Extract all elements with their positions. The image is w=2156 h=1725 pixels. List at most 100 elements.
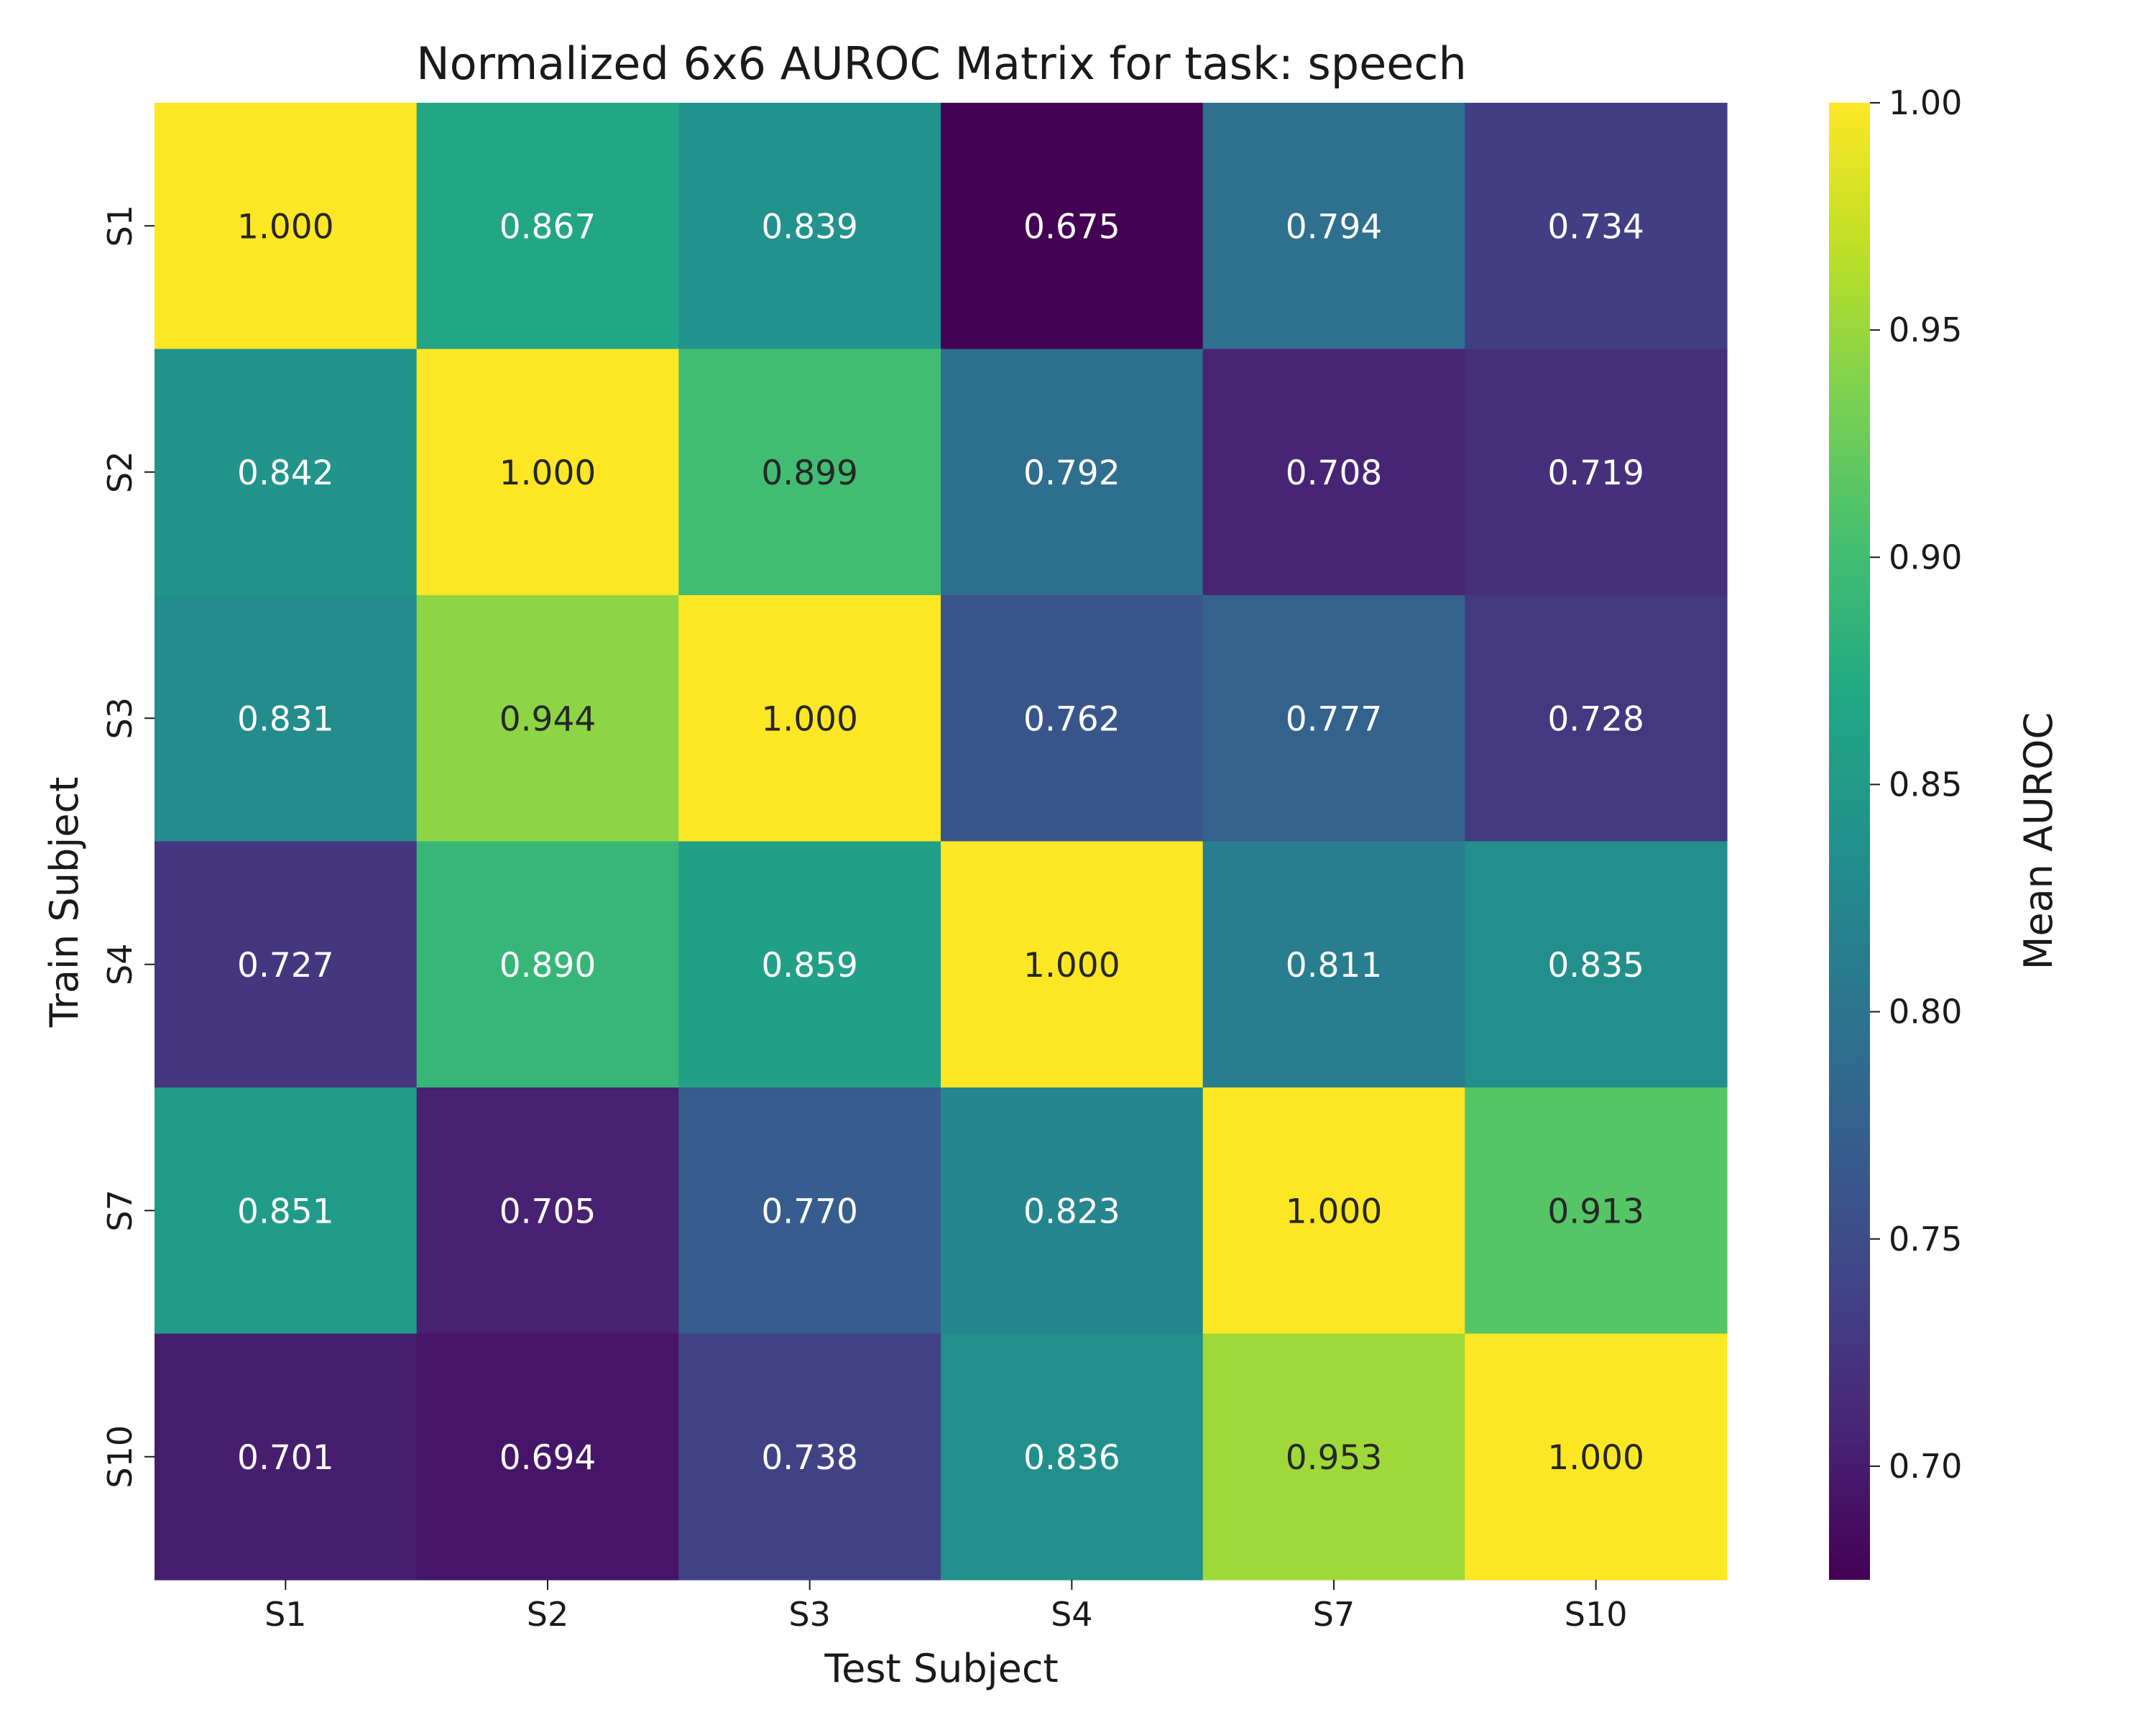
cell-value-label: 1.000 <box>1286 1192 1383 1231</box>
x-tick-label: S4 <box>1051 1595 1092 1634</box>
heatmap-cell-S7-S7 <box>1202 1087 1465 1335</box>
heatmap-cell-S7-S10 <box>1465 1087 1728 1335</box>
colorbar-tick-label: 0.90 <box>1889 538 1962 576</box>
cell-value-label: 0.859 <box>761 946 858 985</box>
cell-value-label: 0.823 <box>1023 1192 1120 1231</box>
cell-value-label: 0.734 <box>1547 207 1644 247</box>
cell-value-label: 0.953 <box>1286 1438 1383 1478</box>
y-tick-label: S2 <box>101 451 139 493</box>
heatmap-cell-S10-S4 <box>941 1333 1204 1581</box>
x-tick-label: S10 <box>1565 1595 1628 1634</box>
y-tick-label: S3 <box>101 697 139 739</box>
x-tick-label: S3 <box>788 1595 830 1634</box>
heatmap-cell-S3-S4 <box>941 595 1204 842</box>
cell-value-label: 0.835 <box>1547 946 1644 985</box>
colorbar-tick-label: 0.80 <box>1889 993 1962 1031</box>
cell-value-label: 0.867 <box>499 207 596 247</box>
heatmap-cell-S7-S1 <box>155 1087 418 1335</box>
y-axis-title: Train Subject <box>42 777 87 1029</box>
colorbar-tick-label: 1.00 <box>1889 83 1962 122</box>
heatmap-cell-S4-S7 <box>1202 841 1465 1088</box>
heatmap-cell-S2-S3 <box>678 349 941 596</box>
cell-value-label: 0.842 <box>237 454 334 493</box>
heatmap-cell-S1-S1 <box>155 103 418 350</box>
cell-value-label: 0.944 <box>499 699 596 739</box>
cell-value-label: 0.738 <box>761 1438 858 1478</box>
cell-value-label: 0.794 <box>1286 207 1383 247</box>
y-tick-label: S1 <box>101 205 139 247</box>
heatmap-cells <box>155 103 1728 1581</box>
cell-value-label: 0.913 <box>1547 1192 1644 1231</box>
cell-value-label: 0.719 <box>1547 454 1644 493</box>
x-tick-label: S2 <box>527 1595 568 1634</box>
heatmap-cell-S2-S7 <box>1202 349 1465 596</box>
heatmap-cell-S1-S7 <box>1202 103 1465 350</box>
cell-value-label: 0.770 <box>761 1192 858 1231</box>
cell-value-label: 0.899 <box>761 454 858 493</box>
heatmap-cell-S10-S10 <box>1465 1333 1728 1581</box>
heatmap-cell-S10-S7 <box>1202 1333 1465 1581</box>
heatmap-cell-S4-S10 <box>1465 841 1728 1088</box>
x-axis: S1 S2 S3 S4 S7 S10 <box>264 1580 1628 1634</box>
heatmap-cell-S4-S3 <box>678 841 941 1088</box>
heatmap-cell-S1-S2 <box>416 103 679 350</box>
cell-value-label: 0.890 <box>499 946 596 985</box>
heatmap-cell-S3-S2 <box>416 595 679 842</box>
cell-value-label: 0.727 <box>237 946 334 985</box>
heatmap-cell-S1-S10 <box>1465 103 1728 350</box>
x-tick-label: S7 <box>1313 1595 1355 1634</box>
y-tick-label: S4 <box>101 944 139 985</box>
heatmap-cell-S2-S2 <box>416 349 679 596</box>
colorbar-tick-label: 0.85 <box>1889 765 1962 804</box>
cell-value-label: 0.831 <box>237 699 334 739</box>
cell-value-label: 0.839 <box>761 207 858 247</box>
heatmap-cell-S2-S4 <box>941 349 1204 596</box>
cell-value-label: 0.701 <box>237 1438 334 1478</box>
colorbar-tick-label: 0.95 <box>1889 310 1962 349</box>
cell-value-label: 1.000 <box>237 207 334 247</box>
heatmap-cell-S3-S1 <box>155 595 418 842</box>
cell-value-label: 0.762 <box>1023 699 1120 739</box>
heatmap-value-labels: 1.000 0.867 0.839 0.675 0.794 0.734 0.842 1.000… <box>237 207 1644 1478</box>
cell-value-label: 1.000 <box>499 454 596 493</box>
cell-value-label: 0.708 <box>1286 454 1383 493</box>
cell-value-label: 0.675 <box>1023 207 1120 247</box>
y-tick-label: S10 <box>101 1425 139 1489</box>
colorbar-label: Mean AUROC <box>2016 712 2061 970</box>
heatmap-cell-S7-S3 <box>678 1087 941 1335</box>
x-axis-title: Test Subject <box>824 1646 1058 1691</box>
y-tick-label: S7 <box>101 1190 139 1231</box>
chart-title: Normalized 6x6 AUROC Matrix for task: sp… <box>416 37 1467 90</box>
heatmap-cell-S2-S10 <box>1465 349 1728 596</box>
heatmap-cell-S10-S1 <box>155 1333 418 1581</box>
colorbar-tick-label: 0.70 <box>1889 1447 1962 1486</box>
y-axis: S1 S2 S3 S4 S7 S10 <box>101 205 155 1489</box>
heatmap-cell-S4-S2 <box>416 841 679 1088</box>
cell-value-label: 1.000 <box>1023 946 1120 985</box>
x-tick-label: S1 <box>264 1595 306 1634</box>
heatmap-cell-S3-S10 <box>1465 595 1728 842</box>
heatmap-cell-S7-S4 <box>941 1087 1204 1335</box>
heatmap-cell-S7-S2 <box>416 1087 679 1335</box>
heatmap-cell-S10-S3 <box>678 1333 941 1581</box>
cell-value-label: 0.694 <box>499 1438 596 1478</box>
colorbar <box>1829 103 1870 1580</box>
cell-value-label: 1.000 <box>761 699 858 739</box>
heatmap-cell-S10-S2 <box>416 1333 679 1581</box>
cell-value-label: 0.836 <box>1023 1438 1120 1478</box>
colorbar-axis: 0.70 0.75 0.80 0.85 0.90 0.95 1.00 <box>1870 83 1962 1486</box>
heatmap-cell-S2-S1 <box>155 349 418 596</box>
heatmap-cell-S3-S7 <box>1202 595 1465 842</box>
cell-value-label: 0.728 <box>1547 699 1644 739</box>
cell-value-label: 0.705 <box>499 1192 596 1231</box>
heatmap-cell-S1-S3 <box>678 103 941 350</box>
heatmap-cell-S4-S1 <box>155 841 418 1088</box>
heatmap-cell-S4-S4 <box>941 841 1204 1088</box>
heatmap-cell-S3-S3 <box>678 595 941 842</box>
cell-value-label: 0.851 <box>237 1192 334 1231</box>
cell-value-label: 1.000 <box>1547 1438 1644 1478</box>
cell-value-label: 0.792 <box>1023 454 1120 493</box>
cell-value-label: 0.811 <box>1286 946 1383 985</box>
